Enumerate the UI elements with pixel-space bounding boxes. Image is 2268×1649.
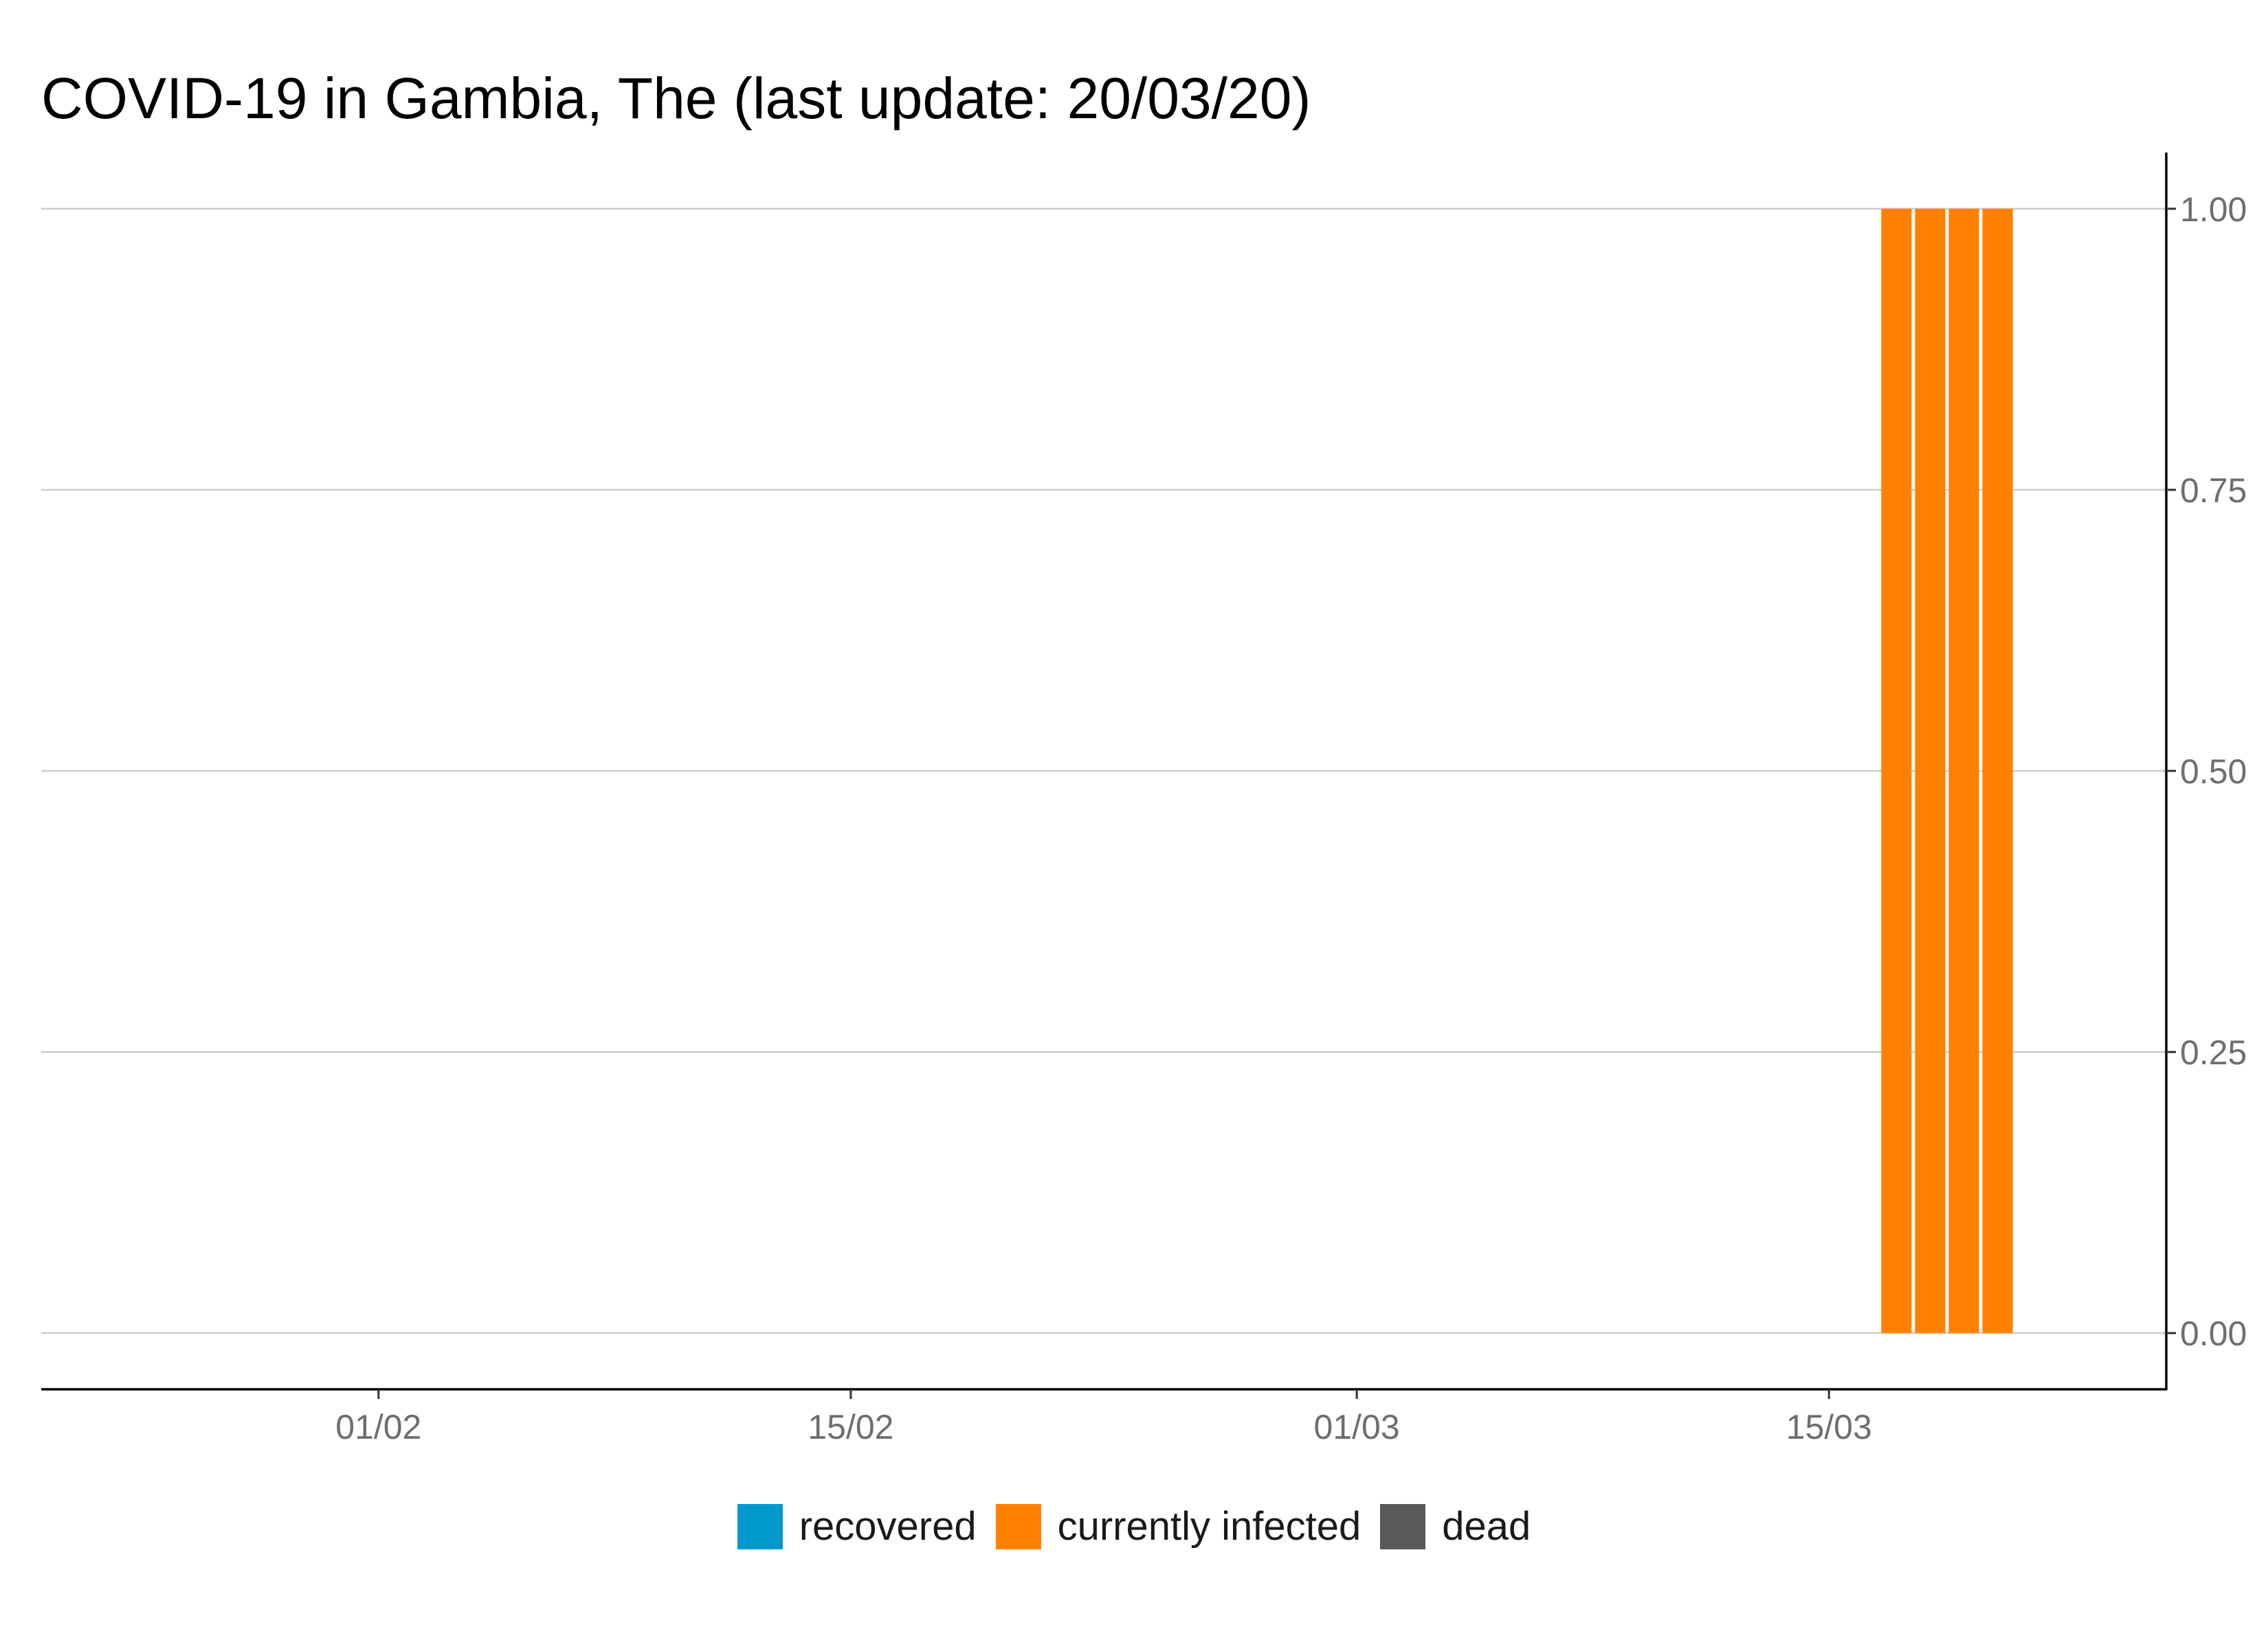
legend-item: dead (1380, 1503, 1531, 1549)
legend-swatch (1380, 1503, 1426, 1549)
x-tick-label: 01/03 (1314, 1408, 1400, 1446)
legend-label: currently infected (1057, 1504, 1361, 1549)
legend-item: recovered (737, 1503, 977, 1549)
legend-item: currently infected (995, 1503, 1361, 1549)
x-tick-label: 15/02 (808, 1408, 893, 1446)
bar-currently-infected (1948, 208, 1979, 1334)
x-tick-label: 01/02 (335, 1408, 421, 1446)
bar-currently-infected (1982, 208, 2013, 1334)
legend: recovered currently infected dead (0, 1503, 2268, 1549)
chart-title: COVID-19 in Gambia, The (last update: 20… (41, 66, 1311, 131)
x-tick-label: 15/03 (1786, 1408, 1872, 1446)
bar-currently-infected (1915, 208, 1946, 1334)
x-axis-ticks: 01/02 15/02 01/03 15/03 (335, 1389, 1872, 1446)
legend-swatch (995, 1503, 1041, 1549)
plot-area: 01/02 15/02 01/03 15/03 0.00 0.25 0.50 0.75 1.0… (41, 153, 2247, 1446)
legend-swatch (737, 1503, 783, 1549)
legend-label: dead (1442, 1504, 1531, 1549)
gridlines (41, 207, 2166, 1334)
y-tick-label: 0.00 (2180, 1314, 2247, 1353)
bars (1881, 208, 2013, 1334)
y-tick-label: 0.50 (2180, 752, 2247, 791)
legend-label: recovered (799, 1504, 977, 1549)
y-tick-label: 0.25 (2180, 1033, 2247, 1072)
y-tick-label: 1.00 (2180, 190, 2247, 229)
y-axis-ticks: 0.00 0.25 0.50 0.75 1.00 (2166, 190, 2247, 1353)
bar-currently-infected (1881, 208, 1912, 1334)
y-tick-label: 0.75 (2180, 471, 2247, 510)
